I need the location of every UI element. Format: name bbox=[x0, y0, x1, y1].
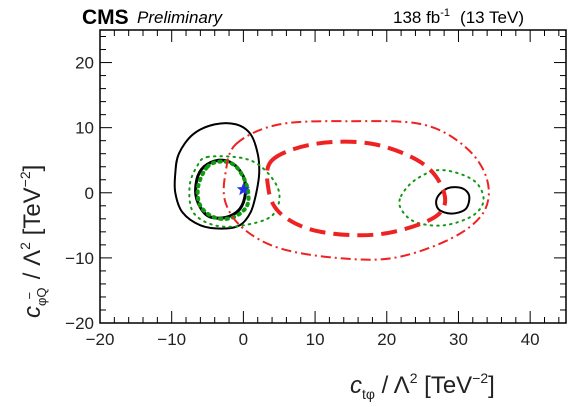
contour-black-outer bbox=[173, 122, 261, 230]
plot-frame bbox=[99, 29, 567, 324]
y-tick-label: −10 bbox=[65, 249, 94, 268]
x-tick-label: 10 bbox=[306, 330, 325, 349]
y-tick-label: 0 bbox=[85, 184, 94, 203]
luminosity-label: 138 fb-1 (13 TeV) bbox=[393, 7, 524, 27]
contour-green-inner bbox=[195, 159, 251, 221]
x-axis-subscript: tφ bbox=[362, 386, 375, 402]
lumi-exponent: -1 bbox=[440, 7, 450, 19]
y-axis-title: cφQ− / Λ2 [TeV−2] bbox=[17, 165, 49, 318]
y-tick-label: −20 bbox=[65, 314, 94, 333]
x-axis-unit-end: ] bbox=[488, 372, 495, 399]
x-tick-label: 0 bbox=[239, 330, 248, 349]
x-tick-label: 30 bbox=[449, 330, 468, 349]
x-axis-lambda: / Λ bbox=[375, 372, 410, 399]
contour-green-outer bbox=[188, 155, 281, 228]
tick-marks bbox=[99, 30, 566, 324]
x-axis-power: 2 bbox=[410, 370, 418, 386]
best-fit-marker bbox=[236, 182, 250, 196]
x-axis-title: ctφ / Λ2 [TeV−2] bbox=[350, 370, 495, 402]
cms-label: CMS bbox=[82, 6, 129, 29]
x-tick-label: −10 bbox=[157, 330, 186, 349]
y-axis-power: 2 bbox=[17, 242, 33, 250]
svg-text:138 fb-1(13 TeV): 138 fb-1 (13 TeV) bbox=[393, 7, 524, 27]
lumi-value: 138 fb bbox=[393, 8, 440, 27]
best-fit-marker-group bbox=[236, 182, 250, 196]
contour-lines bbox=[173, 120, 490, 261]
y-axis-unit-end: ] bbox=[19, 165, 46, 172]
x-tick-label: 20 bbox=[377, 330, 396, 349]
y-tick-label: 20 bbox=[75, 54, 94, 73]
y-axis-unit: [TeV bbox=[19, 187, 46, 242]
y-axis-symbol: c bbox=[19, 306, 46, 318]
x-tick-label: 40 bbox=[521, 330, 540, 349]
x-axis-unit: [TeV bbox=[417, 372, 472, 399]
tick-labels: −20 −10 0 10 20 30 40 −20 −10 0 10 20 bbox=[65, 54, 539, 349]
contour-green-right bbox=[398, 169, 485, 227]
energy-value: (13 TeV) bbox=[460, 8, 524, 27]
y-axis-subscript-bar: − bbox=[22, 292, 37, 300]
y-axis-lambda: / Λ bbox=[19, 250, 46, 286]
y-axis-subscript: φQ bbox=[34, 287, 49, 306]
contour-red-outer bbox=[222, 120, 490, 261]
contour-black-right bbox=[435, 186, 471, 215]
preliminary-label: Preliminary bbox=[137, 8, 224, 27]
y-axis-unit-power: −2 bbox=[17, 171, 33, 187]
x-axis-symbol: c bbox=[350, 372, 362, 399]
x-tick-label: −20 bbox=[86, 330, 115, 349]
x-axis-unit-power: −2 bbox=[472, 370, 488, 386]
y-tick-label: 10 bbox=[75, 119, 94, 138]
contour-red-inner bbox=[264, 139, 448, 238]
